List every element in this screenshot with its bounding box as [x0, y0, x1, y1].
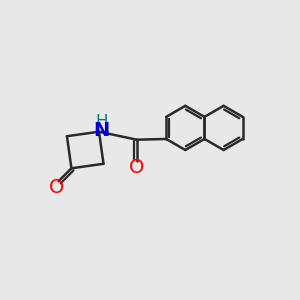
Text: H: H — [95, 113, 108, 131]
Text: O: O — [49, 178, 64, 197]
Text: N: N — [93, 121, 110, 140]
Text: O: O — [129, 158, 144, 177]
